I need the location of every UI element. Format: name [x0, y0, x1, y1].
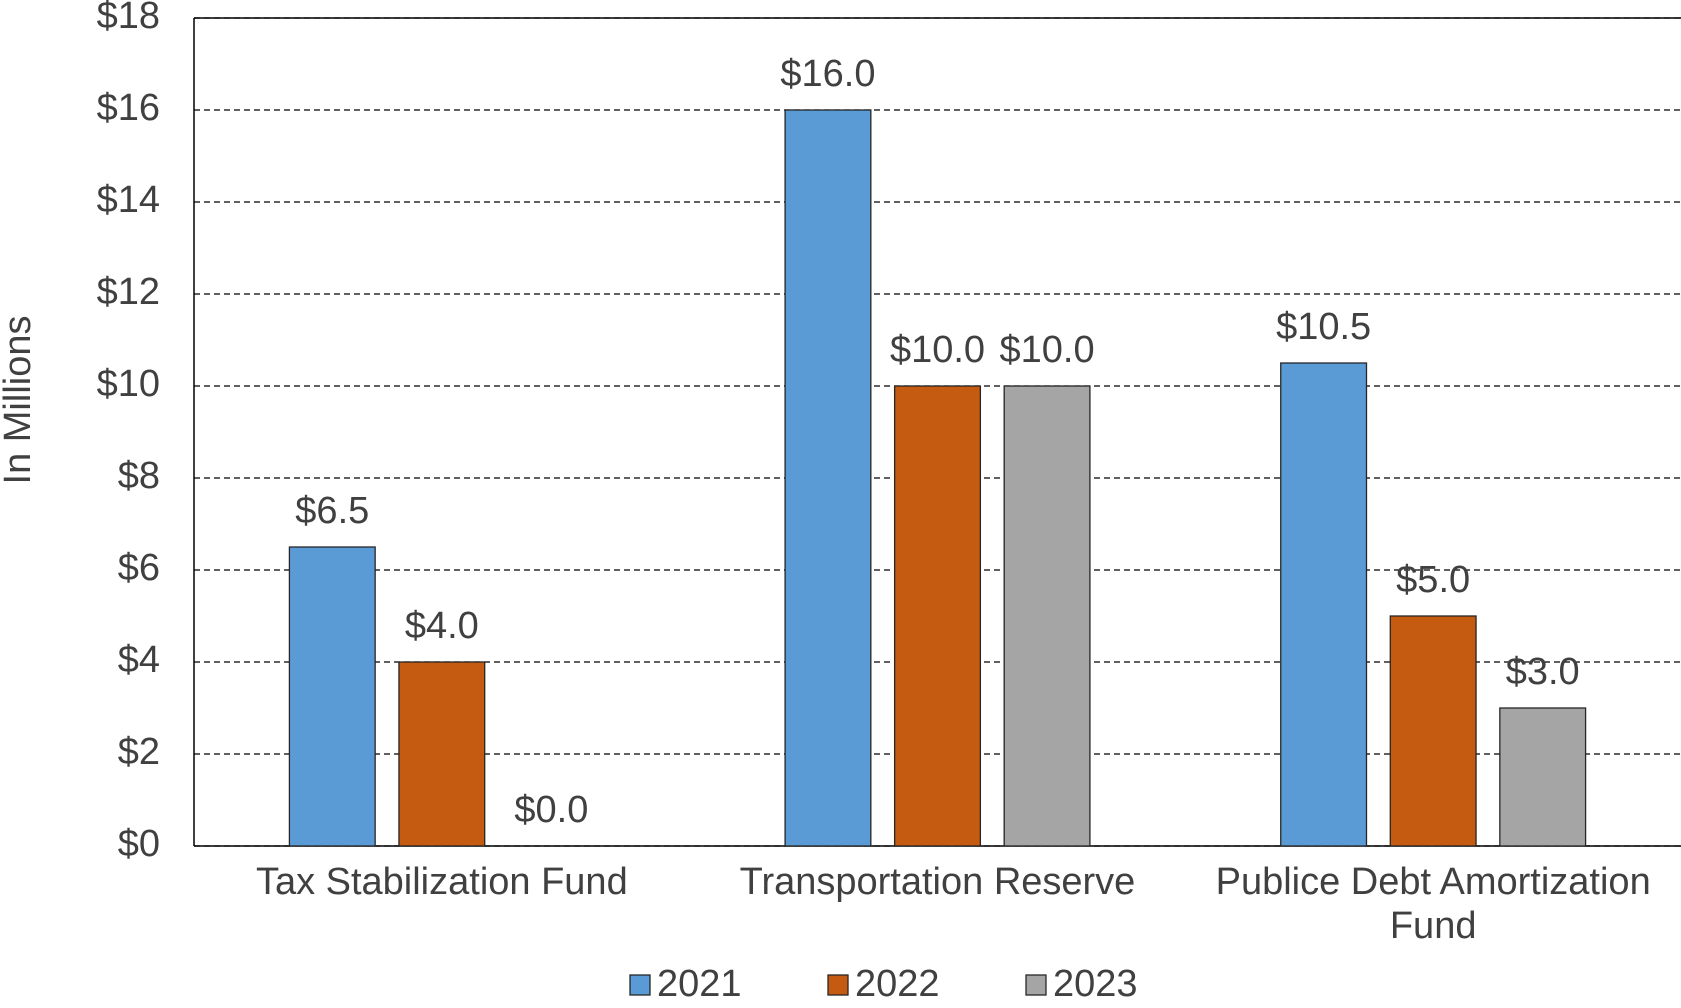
y-tick-label: $12 — [97, 271, 160, 313]
y-tick-label: $18 — [97, 0, 160, 37]
bar — [784, 109, 872, 847]
bar — [1003, 385, 1091, 847]
bar — [893, 385, 982, 847]
value-label: $10.0 — [890, 329, 985, 371]
bar — [288, 546, 376, 847]
value-label: $0.0 — [514, 789, 588, 831]
value-label: $10.5 — [1276, 306, 1371, 348]
bar — [398, 661, 486, 847]
y-tick-label: $6 — [118, 547, 160, 589]
legend-swatch — [629, 974, 651, 996]
value-label: $6.5 — [295, 490, 369, 532]
value-label: $4.0 — [405, 605, 479, 647]
y-tick-label: $4 — [118, 639, 160, 681]
y-tick-label: $14 — [97, 179, 160, 221]
x-tick-label: Publice Debt Amortization Fund — [1215, 861, 1651, 947]
y-tick-label: $10 — [97, 363, 160, 405]
legend-label: 2023 — [1053, 963, 1138, 1005]
y-tick-label: $16 — [97, 87, 160, 129]
y-axis-label: In Millions — [0, 316, 39, 485]
y-tick-label: $2 — [118, 731, 160, 773]
legend-label: 2022 — [855, 963, 940, 1005]
bar — [1499, 707, 1587, 847]
legend-label: 2021 — [657, 963, 742, 1005]
y-tick-label: $0 — [118, 823, 160, 865]
y-tick-label: $8 — [118, 455, 160, 497]
x-tick-label: Transportation Reserve — [739, 861, 1136, 903]
bar — [1280, 362, 1368, 847]
legend-swatch — [1025, 974, 1047, 996]
legend-swatch — [827, 974, 849, 996]
value-label: $3.0 — [1506, 651, 1580, 693]
x-tick-label: Tax Stabilization Fund — [255, 861, 628, 903]
value-label: $10.0 — [999, 329, 1094, 371]
value-label: $16.0 — [780, 53, 875, 95]
value-label: $5.0 — [1396, 559, 1470, 601]
bar — [1389, 615, 1477, 847]
